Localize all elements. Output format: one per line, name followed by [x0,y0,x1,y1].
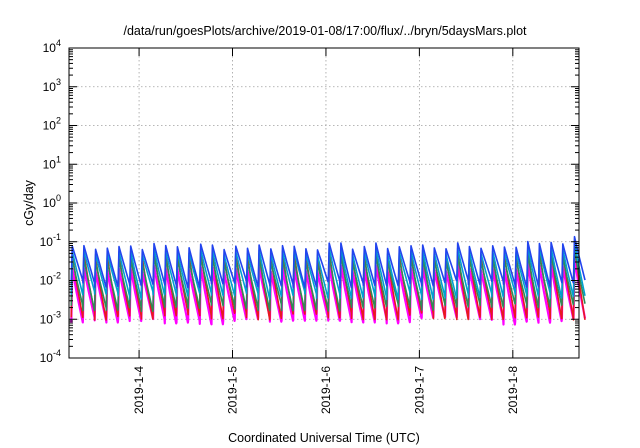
series-line [70,257,587,326]
x-tick-label: 2019-1-4 [132,366,146,414]
series-line [70,248,586,313]
y-tick-label: 102 [43,116,61,133]
y-tick-label: 100 [43,193,61,210]
x-tick-label: 2019-1-8 [506,366,520,414]
chart-title: /data/run/goesPlots/archive/2019-01-08/1… [123,24,527,38]
x-axis: 2019-1-4 2019-1-5 2019-1-6 2019-1-7 2019-1-8 [132,48,520,414]
y-tick-label: 10-3 [40,309,61,326]
series-group [70,235,587,326]
y-tick-label: 10-4 [40,348,61,365]
series-line [70,235,586,289]
y-tick-label: 10-2 [40,271,61,288]
x-tick-label: 2019-1-5 [226,366,240,414]
y-tick-label: 10-1 [40,232,61,249]
y-axis-label: cGy/day [22,179,36,226]
y-tick-label: 101 [43,154,61,171]
y-tick-label: 104 [43,38,61,55]
x-tick-label: 2019-1-6 [319,366,333,414]
y-axis: 10-4 10-3 10-2 10-1 100 101 102 103 104 [40,38,579,365]
x-tick-label: 2019-1-7 [412,366,426,414]
x-axis-label: Coordinated Universal Time (UTC) [228,431,420,445]
y-tick-label: 103 [43,77,61,94]
series-line [70,241,586,301]
